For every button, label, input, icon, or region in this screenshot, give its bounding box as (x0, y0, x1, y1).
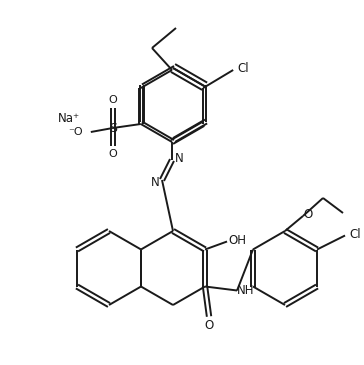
Text: O: O (205, 319, 214, 332)
Text: Na⁺: Na⁺ (58, 111, 80, 124)
Text: ⁻O: ⁻O (68, 127, 83, 137)
Text: Cl: Cl (237, 62, 249, 76)
Text: Cl: Cl (349, 228, 361, 241)
Text: S: S (109, 122, 117, 134)
Text: O: O (108, 149, 117, 159)
Text: N: N (151, 176, 159, 188)
Text: N: N (175, 153, 183, 165)
Text: O: O (108, 95, 117, 105)
Text: NH: NH (237, 284, 255, 297)
Text: O: O (303, 207, 313, 220)
Text: OH: OH (228, 234, 246, 247)
